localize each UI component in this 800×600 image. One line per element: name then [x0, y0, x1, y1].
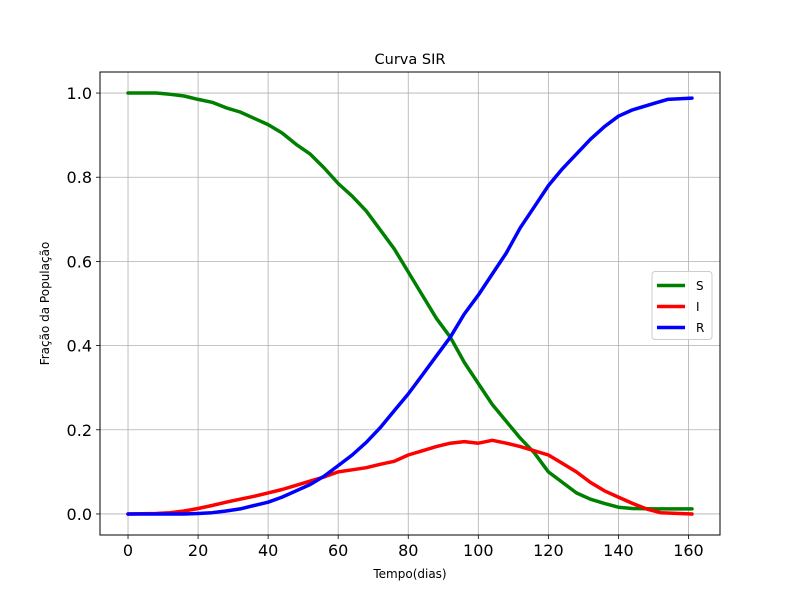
y-tick-label: 0.4: [67, 337, 92, 356]
legend-label-s: S: [696, 279, 704, 293]
x-tick-label: 160: [673, 541, 704, 560]
x-tick-label: 100: [463, 541, 494, 560]
x-axis-label: Tempo(dias): [372, 567, 446, 581]
x-tick-label: 60: [328, 541, 348, 560]
y-axis-label: Fração da População: [38, 242, 52, 366]
axis-ticks: 0 20 40 60 80 100 120 140 160 0.0 0.2 0.4 0.6 0.8 1.0: [67, 84, 704, 560]
x-tick-label: 0: [123, 541, 133, 560]
grid-lines: [100, 72, 720, 535]
y-tick-label: 0.0: [67, 505, 92, 524]
series-layer: [126, 91, 694, 516]
x-tick-label: 140: [603, 541, 634, 560]
y-tick-label: 1.0: [67, 84, 92, 103]
series-line-r: [126, 96, 694, 516]
legend-label-r: R: [696, 321, 704, 335]
x-tick-label: 20: [188, 541, 208, 560]
legend: SIR: [651, 271, 713, 340]
y-tick-label: 0.2: [67, 421, 92, 440]
chart-title: Curva SIR: [375, 52, 446, 68]
y-tick-label: 0.8: [67, 168, 92, 187]
legend-label-i: I: [696, 300, 700, 314]
x-tick-label: 40: [258, 541, 278, 560]
plot-frame: [99, 71, 721, 536]
x-tick-label: 80: [398, 541, 418, 560]
series-line-i: [126, 438, 694, 516]
x-tick-label: 120: [533, 541, 564, 560]
y-tick-label: 0.6: [67, 252, 92, 271]
series-line-s: [126, 91, 694, 511]
